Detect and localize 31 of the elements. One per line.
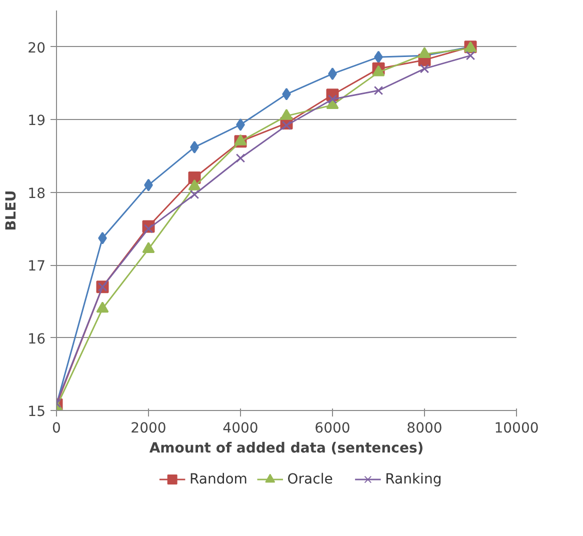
point (280, 108, 293, 120)
point (374, 86, 384, 96)
legend-label: Oracle (287, 472, 333, 488)
y-tick-label: 17 (28, 258, 46, 275)
y-tick-label: 15 (28, 404, 46, 420)
point (466, 50, 476, 60)
legend-label: Random (189, 472, 248, 488)
point (190, 190, 200, 200)
point (96, 302, 109, 313)
x-tick-label: 6000 (314, 420, 350, 436)
x-tick-label: 8000 (406, 420, 442, 436)
x-axis-title: Amount of added data (sentences) (149, 440, 424, 456)
point (418, 47, 431, 58)
point (420, 64, 430, 74)
x-tick-label: 2000 (130, 420, 166, 436)
point (282, 120, 292, 130)
x-tick-label: 0 (52, 420, 61, 436)
point (144, 224, 154, 234)
point (328, 94, 338, 104)
legend-label: Ranking (385, 472, 442, 488)
point (372, 65, 385, 76)
point (234, 134, 247, 146)
y-tick-label: 19 (28, 113, 46, 130)
y-tick-label: 20 (28, 40, 46, 56)
y-tick-label: 18 (28, 186, 46, 202)
point (236, 153, 246, 163)
y-axis-title: BLEU (4, 190, 20, 231)
point (188, 179, 201, 190)
x-tick-label: 10000 (494, 420, 539, 436)
x-tick-label: 4000 (222, 420, 258, 436)
y-tick-label: 16 (28, 331, 46, 348)
